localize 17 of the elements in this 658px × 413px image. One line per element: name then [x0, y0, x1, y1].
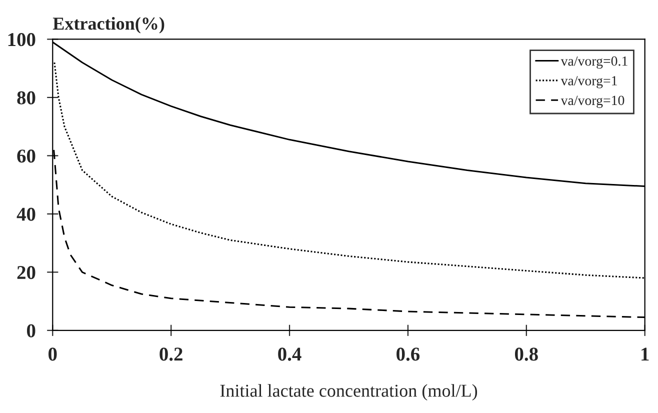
y-tick-label: 100 [8, 33, 36, 46]
y-tick-label: 40 [16, 208, 36, 221]
y-tick-label: 20 [17, 266, 36, 280]
legend-label: va/vorg=1 [560, 76, 617, 88]
x-tick-label: 0 [48, 348, 57, 361]
y-tick-label: 80 [17, 91, 36, 104]
legend-label: va/vorg=0.1 [560, 56, 628, 69]
y-tick-label: 60 [17, 150, 36, 163]
x-tick-label: 0.8 [514, 348, 538, 361]
x-axis-title: Initial lactate concentration (mol/L) [220, 384, 478, 401]
x-tick-label: 0.4 [278, 348, 302, 361]
legend-label: va/vorg=10 [560, 96, 624, 108]
x-tick-label: 1 [642, 348, 649, 361]
x-tick-label: 0.6 [396, 348, 420, 361]
y-tick-label: 0 [26, 324, 36, 338]
x-tick-label: 0.2 [160, 348, 182, 361]
y-axis-title: Extraction(%) [52, 17, 164, 34]
